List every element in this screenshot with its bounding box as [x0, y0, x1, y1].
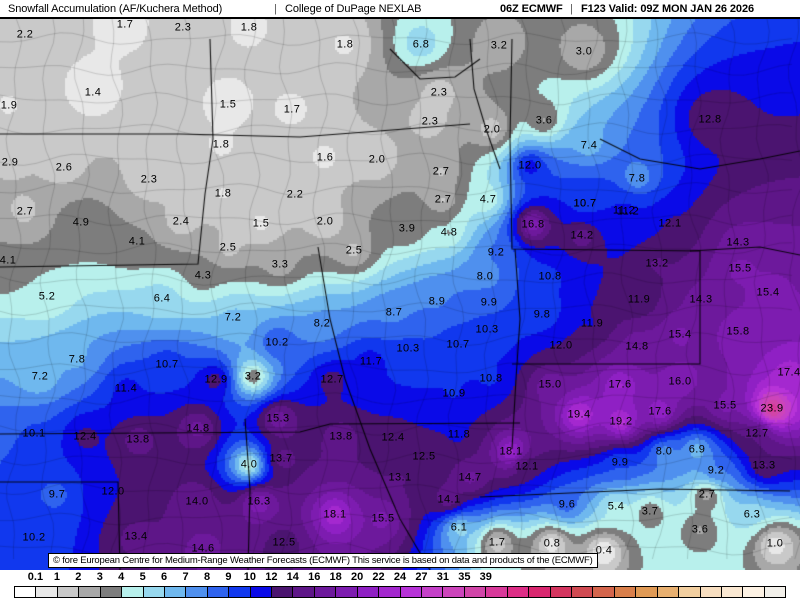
colorbar-swatch	[614, 587, 637, 597]
colorbar-swatch	[36, 587, 58, 597]
colorbar-swatch	[229, 587, 251, 597]
colorbar-swatch	[250, 587, 273, 597]
colorbar-tick: 7	[182, 571, 189, 583]
colorbar-swatch	[700, 587, 722, 597]
header-valid-time: F123 Valid: 09Z MON JAN 26 2026	[581, 3, 754, 15]
attribution-text: © fore European Centre for Medium-Range …	[53, 555, 593, 566]
colorbar-swatch	[79, 587, 101, 597]
colorbar-tick: 2	[75, 571, 82, 583]
colorbar-tick: 16	[308, 571, 321, 583]
colorbar-tick: 22	[372, 571, 385, 583]
header-title: Snowfall Accumulation (AF/Kuchera Method…	[8, 3, 223, 15]
colorbar-swatch	[379, 587, 401, 597]
colorbar-tick: 20	[350, 571, 364, 583]
colorbar-tick: 12	[265, 571, 278, 583]
colorbar-swatch	[721, 587, 744, 597]
colorbar-swatch	[571, 587, 594, 597]
colorbar-swatch	[164, 587, 187, 597]
colorbar-swatch	[122, 587, 144, 597]
colorbar-tick: 0.1	[27, 571, 44, 583]
colorbar-tick: 10	[243, 571, 256, 583]
colorbar-tick: 14	[286, 571, 299, 583]
colorbar-swatch	[636, 587, 658, 597]
colorbar-swatches	[14, 586, 786, 598]
colorbar-swatch	[486, 587, 508, 597]
attribution-box: © fore European Centre for Medium-Range …	[48, 553, 598, 568]
colorbar-swatch	[336, 587, 358, 597]
colorbar-swatch	[443, 587, 465, 597]
colorbar-swatch	[57, 587, 80, 597]
colorbar-tick: 9	[225, 571, 232, 583]
colorbar-swatch	[593, 587, 615, 597]
colorbar-swatch	[743, 587, 765, 597]
colorbar-tick: 3	[96, 571, 103, 583]
colorbar-swatch	[657, 587, 680, 597]
colorbar-tick: 1	[53, 571, 60, 583]
colorbar-tick: 39	[479, 571, 492, 583]
colorbar-swatch	[550, 587, 572, 597]
colorbar-tick: 35	[458, 571, 471, 583]
header-bar: Snowfall Accumulation (AF/Kuchera Method…	[0, 0, 800, 19]
colorbar-tick: 6	[161, 571, 168, 583]
colorbar-swatch	[143, 587, 165, 597]
colorbar-tick: 5	[139, 571, 146, 583]
colorbar-swatch	[293, 587, 315, 597]
colorbar-tick: 4	[118, 571, 125, 583]
colorbar-swatch	[314, 587, 337, 597]
colorbar-swatch	[507, 587, 530, 597]
colorbar-swatch	[400, 587, 423, 597]
header-separator-2: |	[570, 3, 573, 15]
colorbar-swatch	[207, 587, 230, 597]
colorbar-swatch	[357, 587, 380, 597]
colorbar-tick: 31	[436, 571, 449, 583]
colorbar-tick: 18	[329, 571, 342, 583]
colorbar-swatch	[272, 587, 294, 597]
colorbar-swatch	[422, 587, 444, 597]
colorbar-tick: 24	[393, 571, 407, 583]
colorbar-tick: 8	[203, 571, 211, 583]
colorbar-swatch	[679, 587, 701, 597]
snowfall-contour-canvas	[0, 19, 800, 570]
colorbar-swatch	[100, 587, 123, 597]
colorbar-tick-labels: 0.1 1 2 3 4 5 6 7 8 9 10 12 14 16 18 20 22 24 27 31 35 39	[0, 570, 800, 585]
colorbar-tick: 27	[415, 571, 428, 583]
colorbar-swatch	[186, 587, 208, 597]
colorbar-legend: 0.1 1 2 3 4 5 6 7 8 9 10 12 14 16 18 20 22 24 27 31 35 39	[0, 570, 800, 600]
header-model-run: 06Z ECMWF	[500, 3, 563, 15]
colorbar-swatch	[15, 587, 37, 597]
header-source: College of DuPage NEXLAB	[285, 3, 422, 15]
colorbar-swatch	[464, 587, 487, 597]
weather-map[interactable]: 2.2 1.7 2.3 1.8 1.8 6.8 3.2 3.0 1.9 1.4 1.5 1.7 2.3 1…	[0, 19, 800, 570]
header-separator-1: |	[274, 3, 277, 15]
colorbar-swatch	[529, 587, 551, 597]
colorbar-swatch	[764, 587, 786, 597]
